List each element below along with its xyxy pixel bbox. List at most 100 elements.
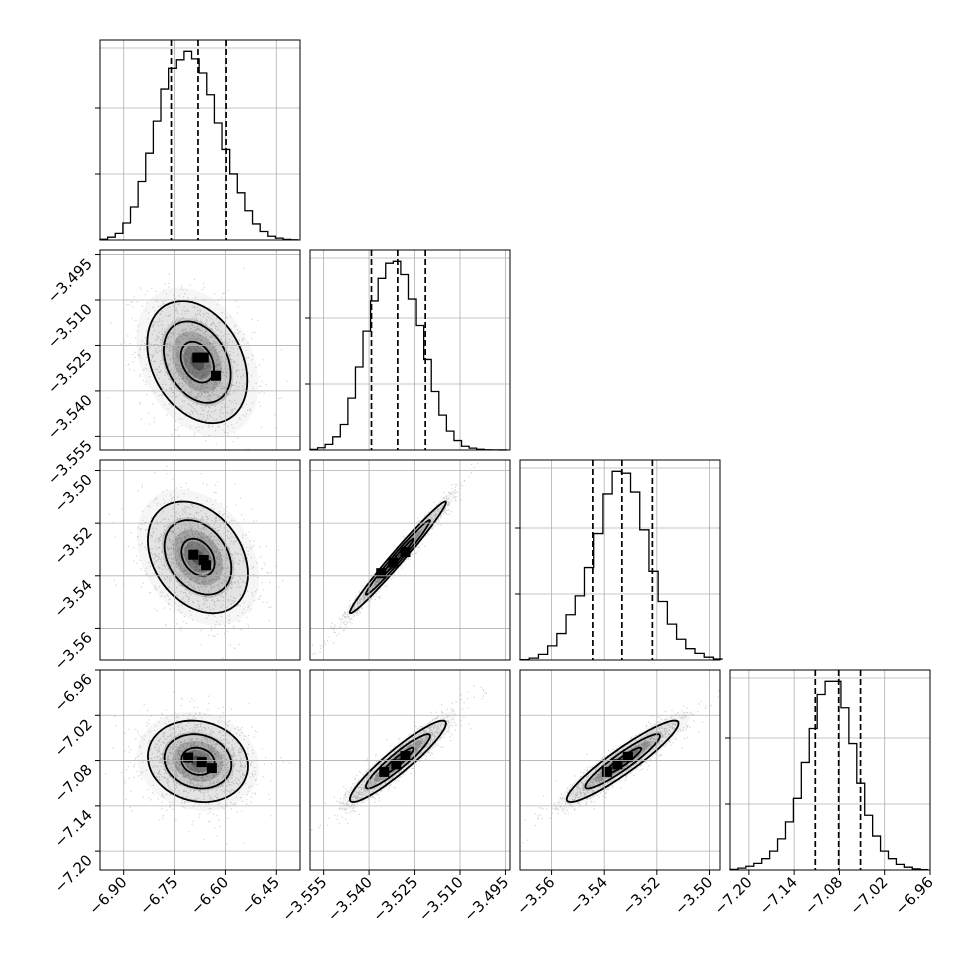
y-tick-label: −6.96 — [51, 670, 96, 715]
density-core-cell — [198, 352, 209, 363]
density-shade — [349, 501, 446, 614]
density-core-cell — [198, 555, 209, 565]
marginal-histogram-2 — [515, 460, 723, 661]
y-tick-label: −3.495 — [44, 255, 96, 307]
histogram-bar — [184, 51, 192, 240]
density-core-cell — [206, 763, 217, 774]
histogram-bar — [416, 325, 424, 450]
histogram-bar — [621, 473, 630, 660]
histogram-bar — [386, 263, 394, 450]
density-core-cell — [612, 759, 623, 770]
histogram-bar — [230, 174, 238, 240]
density-core-cell — [188, 549, 199, 560]
histogram-bar — [612, 471, 621, 660]
x-tick-label: −7.14 — [756, 873, 801, 918]
joint-panel-0-1 — [107, 267, 288, 450]
histogram-bar — [138, 182, 146, 240]
panel-frame — [309, 459, 511, 661]
joint-panel-0-2 — [108, 465, 300, 659]
joint-panel-2-3 — [522, 682, 720, 844]
histogram-bar — [214, 123, 222, 240]
y-tick-label: −7.20 — [51, 851, 96, 896]
histogram-bar — [770, 851, 778, 870]
x-tick-label: −3.52 — [618, 873, 663, 918]
histogram-bar — [153, 121, 161, 240]
histogram-step-line — [99, 50, 299, 241]
panel-frame — [99, 459, 301, 661]
x-tick-label: −7.08 — [801, 873, 846, 918]
density-contour-3 — [146, 719, 249, 804]
density-core-cell — [376, 568, 387, 579]
histogram-bar — [431, 392, 439, 450]
density-core-cell — [391, 759, 402, 770]
y-tick-label: −7.02 — [51, 715, 96, 760]
histogram-bar — [841, 708, 849, 870]
density-contour-1 — [180, 746, 216, 776]
histogram-bar — [260, 232, 268, 240]
histogram-bar — [873, 836, 881, 870]
histogram-bar — [333, 437, 341, 450]
histogram-bar — [446, 431, 454, 450]
density-contour-3 — [348, 500, 447, 615]
histogram-bar — [325, 444, 333, 450]
panel-frame — [99, 249, 301, 451]
y-tick-label: −3.52 — [51, 523, 96, 568]
x-tick-label: −3.525 — [369, 873, 421, 925]
histogram-bar — [169, 68, 177, 240]
x-tick-label: −3.555 — [278, 873, 330, 925]
scatter-points — [311, 685, 487, 831]
histogram-bar — [439, 415, 447, 450]
histogram-bar — [401, 275, 409, 450]
histogram-bar — [888, 859, 896, 870]
x-tick-label: −6.45 — [238, 873, 283, 918]
x-tick-label: −6.75 — [136, 873, 181, 918]
panel-frame — [309, 669, 511, 871]
histogram-bar — [378, 278, 386, 450]
histogram-bar — [695, 653, 704, 660]
joint-panel-0-3 — [105, 691, 290, 845]
histogram-bar — [785, 822, 793, 870]
histogram-bar — [896, 864, 904, 870]
histogram-bar — [640, 530, 649, 660]
histogram-bar — [237, 193, 245, 240]
histogram-bar — [340, 425, 348, 450]
histogram-bar — [538, 654, 547, 660]
density-contour-2 — [584, 733, 661, 790]
y-tick-label: −3.56 — [51, 629, 96, 674]
histogram-bar — [793, 798, 801, 870]
joint-panel-content — [107, 267, 288, 450]
density-contour-3 — [146, 500, 249, 615]
y-tick-label: −3.525 — [44, 346, 96, 398]
density-core-cell — [601, 766, 612, 777]
histogram-bar — [817, 695, 825, 870]
x-tick-label: −3.56 — [513, 873, 558, 918]
density-contour-1 — [179, 340, 215, 384]
density-contour-2 — [364, 519, 431, 596]
histogram-bar — [686, 649, 695, 660]
panel-frame — [99, 669, 301, 871]
density-contour-3 — [348, 719, 447, 804]
density-core-cell — [192, 352, 203, 363]
histogram-bar — [566, 615, 575, 660]
x-tick-label: −6.60 — [187, 873, 232, 918]
histogram-bar — [825, 681, 833, 870]
histogram-bar — [667, 624, 676, 660]
x-tick-label: −7.20 — [710, 873, 755, 918]
density-core-cell — [388, 557, 399, 568]
marginal-histogram-1 — [305, 250, 510, 451]
histogram-bar — [778, 839, 786, 870]
y-tick-label: −3.540 — [44, 391, 96, 443]
histogram-bar — [849, 744, 857, 870]
histogram-bar — [161, 89, 169, 240]
density-core-cell — [379, 766, 390, 777]
histogram-bar — [754, 863, 762, 870]
joint-panel-1-2 — [311, 462, 479, 655]
histogram-step-line — [729, 680, 929, 871]
panel-frame — [729, 669, 931, 871]
panel-frame — [99, 39, 301, 241]
density-core-cell — [622, 751, 633, 762]
density-contour-2 — [163, 519, 233, 596]
histogram-bar — [575, 596, 584, 660]
joint-panel-content — [105, 691, 290, 845]
